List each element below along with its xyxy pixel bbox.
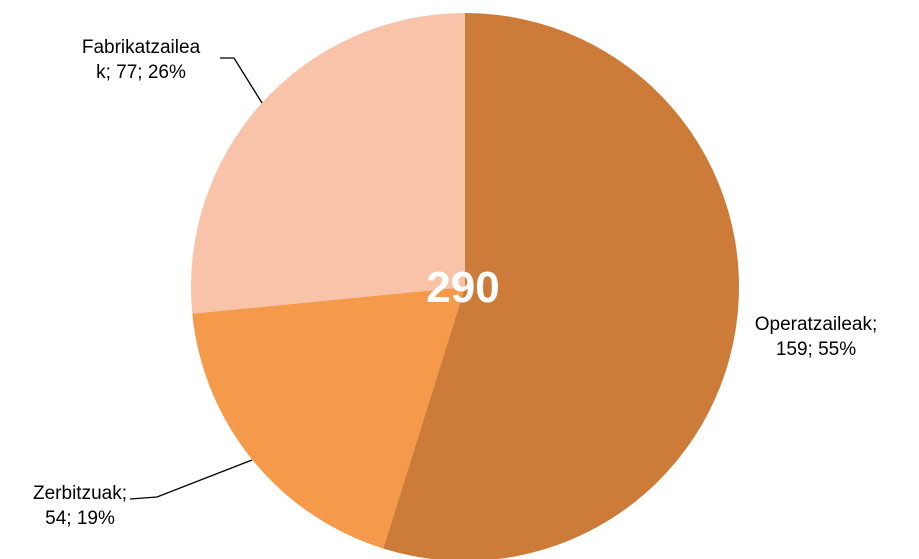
slice-label-line: k; 77; 26%: [96, 62, 186, 83]
slices-layer: [191, 13, 739, 559]
leader-line-fabrikatzaileak: [220, 57, 263, 104]
slice-label-line: Fabrikatzailea: [82, 37, 201, 58]
pie-slice-fabrikatzaileak: [191, 13, 465, 314]
total-center-label: 290: [426, 263, 499, 312]
slice-label-operatzaileak: Operatzaileak; 159; 55%: [755, 314, 878, 360]
slice-label-fabrikatzaileak: Fabrikatzailea k; 77; 26%: [82, 37, 201, 83]
leader-line-zerbitzuak: [129, 459, 253, 500]
slice-label-zerbitzuak: Zerbitzuak; 54; 19%: [33, 483, 127, 529]
slice-label-line: Zerbitzuak;: [33, 483, 127, 504]
slice-label-line: 159; 55%: [776, 339, 856, 360]
slice-labels-layer: Operatzaileak; 159; 55% Zerbitzuak; 54; 19%…: [33, 37, 877, 529]
leader-lines-layer: [129, 57, 263, 500]
pie-slice-zerbitzuak: [192, 287, 465, 549]
slice-label-line: Operatzaileak;: [755, 314, 878, 335]
slice-label-line: 54; 19%: [45, 508, 115, 529]
pie-slice-operatzaileak: [383, 13, 739, 559]
